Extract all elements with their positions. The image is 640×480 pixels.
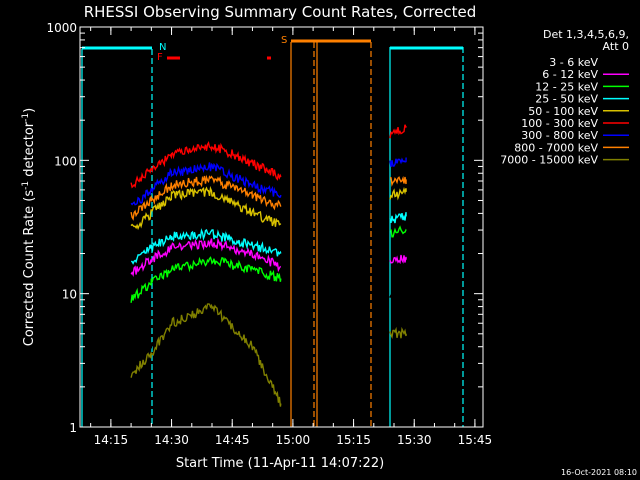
series-25-50-kev <box>131 212 407 265</box>
series-line-segment-2 <box>389 175 407 187</box>
y-tick-label-4: 1000 <box>46 21 77 35</box>
series-line-segment-2 <box>389 212 407 224</box>
y-axis-label-part-1: Corrected Count Rate (s <box>22 190 37 347</box>
legend-label-7: 300 - 800 keV <box>521 129 598 142</box>
series-50-100-kev <box>130 185 407 231</box>
series-line-segment-1 <box>130 185 282 231</box>
plot-frame <box>79 26 484 428</box>
series-line-segment-1 <box>130 237 281 277</box>
x-tick-label-5: 15:15 <box>336 433 371 447</box>
series-line-segment-1 <box>130 303 282 407</box>
observing-regions <box>81 42 464 427</box>
chart-title: RHESSI Observing Summary Count Rates, Co… <box>84 3 477 21</box>
series-7000-15000-kev <box>130 303 407 407</box>
legend-label-3: 12 - 25 keV <box>535 80 598 93</box>
series-line-segment-2 <box>389 254 407 265</box>
legend-label-2: 6 - 12 keV <box>542 68 598 81</box>
series-12-25-kev <box>130 225 407 303</box>
x-tick-label-4: 15:00 <box>276 433 311 447</box>
series-100-300-kev <box>130 124 407 189</box>
series-line-segment-1 <box>130 174 282 221</box>
y-axis-ticks: 1 10 100 1000 <box>46 21 483 435</box>
footer-date: 16-Oct-2021 08:10 <box>561 468 637 477</box>
y-axis-label: Corrected Count Rate (s-1 detector-1) <box>21 108 37 346</box>
series-line-segment-1 <box>130 162 282 206</box>
legend-label-6: 100 - 300 keV <box>521 117 598 130</box>
series-800-7000-kev <box>130 174 407 221</box>
legend-label-4: 25 - 50 keV <box>535 93 598 106</box>
series-line-segment-2 <box>389 186 407 201</box>
y-axis-label-superscript-2: -1 <box>21 113 31 122</box>
y-axis-label-part-2: detector <box>22 121 37 181</box>
x-tick-label-3: 14:45 <box>215 433 250 447</box>
legend-label-5: 50 - 100 keV <box>528 105 598 118</box>
x-tick-label-7: 15:45 <box>458 433 493 447</box>
series-line-segment-2 <box>389 124 407 139</box>
flag-n: N <box>159 42 166 53</box>
series-line-segment-1 <box>130 141 282 189</box>
observing-flag-bars: NF S <box>82 35 463 63</box>
series-line-segment-1 <box>130 328 282 359</box>
x-axis-ticks: 14:15 14:30 14:45 15:00 15:15 15:30 15:45 <box>90 27 493 447</box>
legend-label-1: 3 - 6 keV <box>549 56 598 69</box>
series-6-12-kev <box>130 237 407 277</box>
series-3-6-kev <box>130 284 407 359</box>
series-line-segment-2 <box>389 157 407 168</box>
x-tick-label-1: 14:15 <box>94 433 129 447</box>
series-line-segment-2 <box>389 284 407 298</box>
legend-label-8: 800 - 7000 keV <box>514 141 598 154</box>
y-tick-label-1: 1 <box>69 421 77 435</box>
legend-label-9: 7000 - 15000 keV <box>500 154 598 167</box>
flag-f: F <box>157 52 163 63</box>
y-axis-label-part-3: ) <box>22 108 37 113</box>
legend-header-line-2: Att 0 <box>603 40 629 53</box>
series-line-segment-2 <box>389 326 407 340</box>
legend-header-line-1: Det 1,3,4,5,6,9, <box>543 28 629 41</box>
y-tick-label-3: 100 <box>54 154 77 168</box>
y-axis-label-superscript-1: -1 <box>21 181 31 190</box>
flag-s: S <box>281 35 287 46</box>
x-tick-label-2: 14:30 <box>154 433 189 447</box>
series-line-segment-1 <box>130 256 282 303</box>
y-tick-label-2: 10 <box>62 288 77 302</box>
series-line-segment-1 <box>131 228 282 265</box>
series-line-segment-2 <box>389 225 407 238</box>
x-tick-label-6: 15:30 <box>397 433 432 447</box>
series-300-800-kev <box>130 157 407 206</box>
x-axis-label: Start Time (11-Apr-11 14:07:22) <box>176 456 384 471</box>
series-group <box>130 124 407 407</box>
